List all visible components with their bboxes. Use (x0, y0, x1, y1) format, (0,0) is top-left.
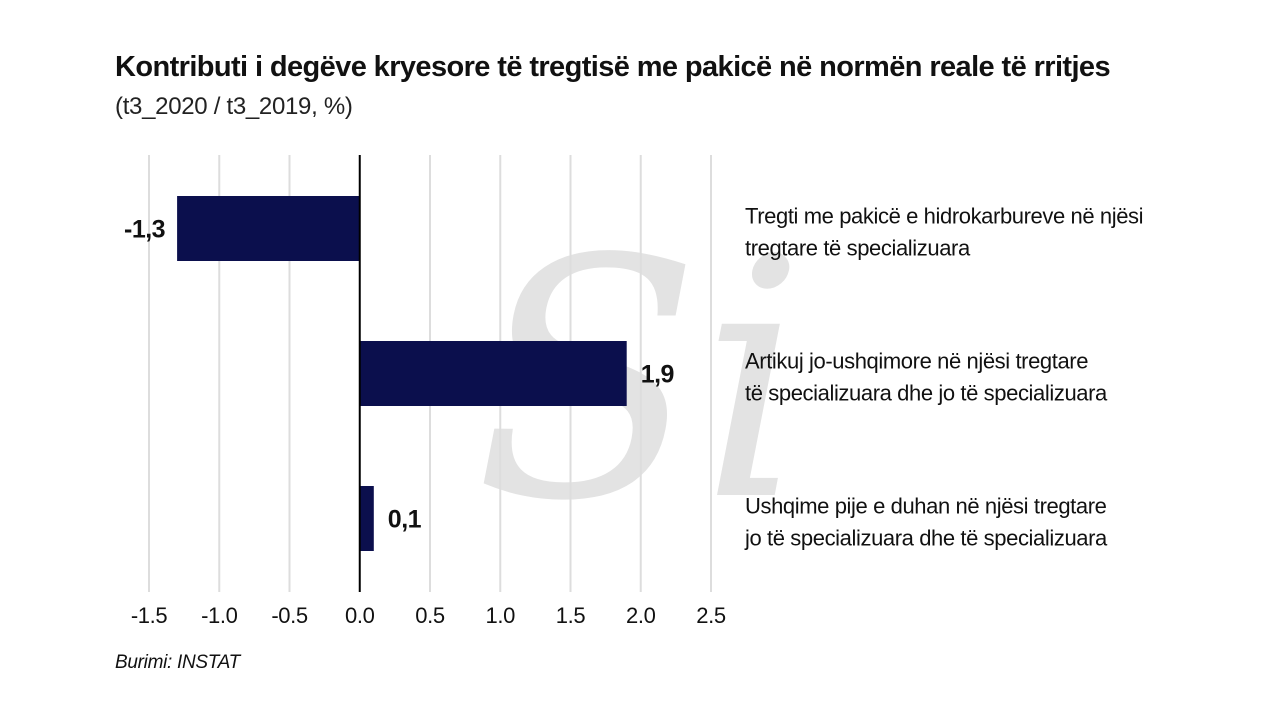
x-tick-label: -0.5 (271, 603, 307, 628)
category-label: jo të specializuara dhe të specializuara (744, 526, 1108, 551)
x-tick-label: 2.5 (696, 603, 726, 628)
bar-value-label: 0,1 (388, 506, 422, 534)
bar-value-label: -1,3 (124, 216, 165, 244)
x-tick-label: -1.0 (201, 603, 237, 628)
category-label: të specializuara dhe jo të specializuara (745, 381, 1108, 406)
category-label: Tregti me pakicë e hidrokarbureve në një… (745, 204, 1143, 229)
x-tick-label: 1.0 (486, 603, 516, 628)
bar (359, 341, 627, 406)
chart-subtitle: (t3_2020 / t3_2019, %) (115, 93, 353, 120)
bar (177, 196, 360, 261)
category-label: Artikuj jo-ushqimore në njësi tregtare (745, 349, 1088, 374)
category-label: Ushqime pije e duhan në njësi tregtare (745, 494, 1107, 519)
x-tick-label: 0.0 (345, 603, 375, 628)
bar-value-label: 1,9 (641, 361, 674, 389)
chart-title-main: Kontributi i degëve kryesore të tregtisë… (115, 51, 1111, 83)
x-tick-label: 0.5 (415, 603, 445, 628)
x-tick-label: 1.5 (556, 603, 586, 628)
bar (359, 486, 374, 551)
x-tick-label: -1.5 (131, 603, 167, 628)
category-label: tregtare të specializuara (745, 236, 971, 261)
chart-title: Kontributi i degëve kryesore të tregtisë… (115, 48, 1115, 126)
x-tick-label: 2.0 (626, 603, 656, 628)
source-note: Burimi: INSTAT (115, 652, 240, 673)
